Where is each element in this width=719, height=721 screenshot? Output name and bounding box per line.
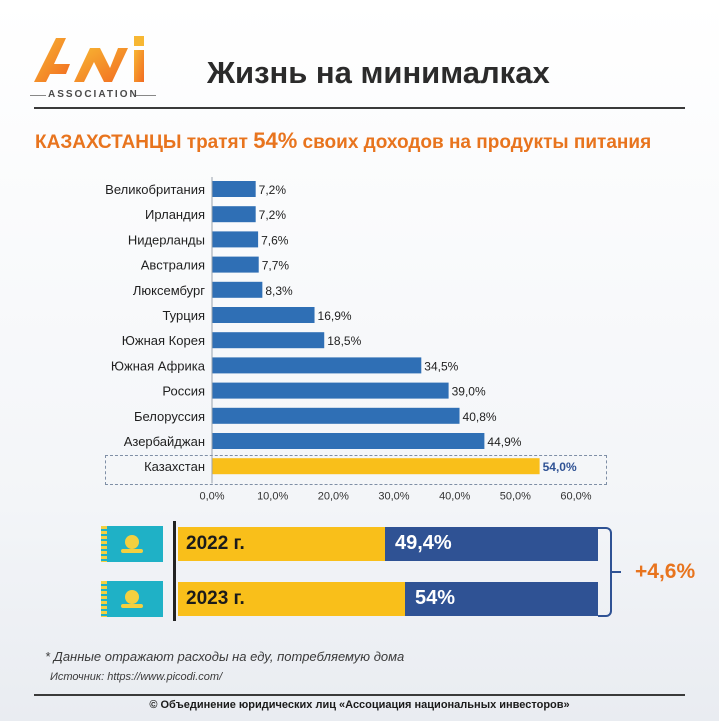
comparison-brace	[598, 527, 612, 617]
page-title: Жизнь на минималках	[207, 55, 550, 90]
category-label: Белоруссия	[134, 409, 205, 424]
chart-subtitle: КАЗАХСТАНЦЫ тратят 54% своих доходов на …	[35, 128, 651, 154]
category-label: Южная Африка	[111, 358, 206, 373]
data-label: 18,5%	[327, 334, 361, 348]
subtitle-text-a: тратят	[181, 132, 254, 153]
source-text: Источник: https://www.picodi.com/	[50, 671, 223, 683]
title-divider	[34, 107, 685, 109]
data-label: 54,0%	[543, 460, 577, 474]
subtitle-country: КАЗАХСТАНЦЫ	[35, 132, 182, 153]
bar	[212, 307, 315, 323]
category-label: Казахстан	[144, 459, 205, 474]
comparison-fill-rest	[385, 527, 598, 561]
subtitle-text-b: своих доходов на продукты питания	[297, 132, 652, 153]
bar	[212, 256, 259, 273]
comparison-value: 54%	[415, 587, 456, 609]
comparison-fill-rest	[405, 582, 598, 616]
comparison-axis	[173, 521, 176, 621]
x-tick-label: 30,0%	[378, 490, 409, 502]
highlight-box	[105, 455, 607, 485]
category-label: Люксембург	[133, 283, 205, 298]
header: ASSOCIATION Жизнь на минималках	[0, 0, 719, 112]
subtitle-percent: 54%	[253, 128, 298, 153]
bar	[212, 382, 449, 399]
logo-rule-left	[30, 95, 46, 96]
category-label: Россия	[162, 384, 205, 399]
bar	[212, 407, 460, 424]
x-tick-label: 20,0%	[318, 490, 349, 502]
copyright: © Объединение юридических лиц «Ассоциаци…	[149, 699, 570, 711]
comparison-value: 49,4%	[395, 532, 452, 554]
kazakhstan-flag-icon	[101, 581, 163, 617]
x-tick-label: 10,0%	[257, 490, 288, 502]
data-label: 34,5%	[424, 359, 458, 373]
data-label: 7,2%	[259, 183, 287, 197]
bar-chart: Великобритания 7,2% Ирландия 7,2% Нидерланды…	[105, 177, 592, 502]
bar	[212, 281, 263, 298]
data-label: 39,0%	[452, 385, 486, 399]
data-label: 44,9%	[487, 435, 521, 449]
x-tick-label: 50,0%	[500, 490, 531, 502]
data-label: 7,2%	[259, 208, 287, 222]
category-label: Турция	[162, 308, 205, 323]
category-label: Ирландия	[145, 207, 205, 222]
data-label: 8,3%	[265, 284, 293, 298]
footer-divider	[34, 694, 685, 696]
bar	[212, 357, 422, 374]
x-tick-label: 60,0%	[560, 490, 591, 502]
bar	[212, 433, 485, 449]
data-label: 40,8%	[463, 410, 497, 424]
comparison-fill-share	[178, 527, 385, 561]
comparison-bar-2022: 2022 г. 49,4%	[178, 527, 598, 561]
comparison-year: 2023 г.	[186, 588, 245, 609]
category-label: Нидерланды	[128, 232, 205, 247]
ani-logo	[34, 36, 144, 82]
data-label: 16,9%	[318, 309, 352, 323]
x-tick-label: 40,0%	[439, 490, 470, 502]
logo-rule-right	[136, 95, 156, 96]
bar	[212, 181, 256, 197]
brace-tick	[611, 571, 621, 573]
bar	[212, 206, 256, 223]
category-label: Азербайджан	[124, 434, 205, 449]
bar	[212, 231, 259, 248]
data-label: 7,7%	[262, 259, 290, 273]
comparison-year: 2022 г.	[186, 533, 245, 554]
bar	[212, 458, 540, 475]
comparison-bar-2023: 2023 г. 54%	[178, 582, 598, 616]
category-label: Австралия	[141, 258, 205, 273]
comparison-fill-share	[178, 582, 405, 616]
category-label: Южная Корея	[122, 333, 205, 348]
data-label: 7,6%	[261, 233, 289, 247]
category-label: Великобритания	[105, 182, 205, 197]
difference-label: +4,6%	[635, 560, 696, 583]
bar	[212, 332, 325, 349]
kazakhstan-flag-icon	[101, 526, 163, 562]
x-tick-label: 0,0%	[199, 490, 224, 502]
footnote: * Данные отражают расходы на еду, потреб…	[45, 649, 405, 664]
logo-text: ASSOCIATION	[48, 89, 139, 100]
